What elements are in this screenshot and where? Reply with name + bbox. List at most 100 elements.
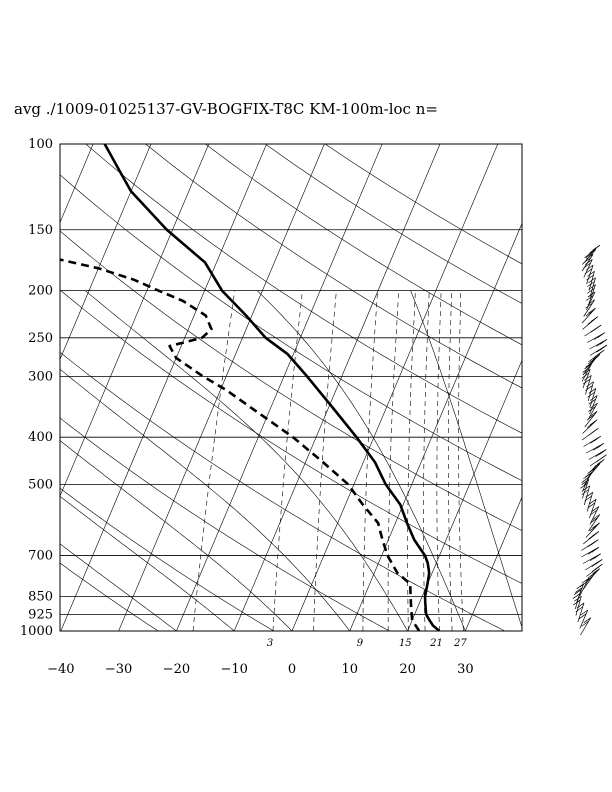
wind-barb-flag [582,367,590,373]
wind-barb-flag [588,548,596,555]
wind-barb-staff [589,339,608,350]
wind-barb-staff [586,291,596,311]
mixing-ratio-line [272,290,303,631]
isotherm [523,144,612,631]
wind-barb-flag [588,307,596,314]
wind-barb-flag [594,334,602,340]
wind-barb-flag [588,533,596,540]
wind-barb-flag [584,268,593,275]
wind-barb-staff [583,485,591,506]
wind-barb-flag [590,402,598,409]
wind-barb-flag [589,555,598,562]
isotherm [176,144,383,631]
wind-barb-staff [582,553,601,564]
wind-barb-flag [589,247,597,254]
wind-barb-flag [585,253,594,260]
mixing-ratio-line [387,290,399,631]
wind-barb-flag [583,257,592,263]
wind-barb-staff [587,381,594,402]
wind-barb-flag [581,489,589,495]
wind-barb-flag [585,302,593,309]
wind-barb-flag [584,495,592,502]
mixing-ratio-label: 15 [399,638,412,649]
isotherm [407,359,522,631]
wind-barb-flag [588,398,596,405]
wind-barb-flag [581,479,589,485]
wind-barb-flag [592,568,600,574]
wind-barb-staff [589,395,598,415]
wind-barb-flag [581,372,590,379]
wind-barb-staff [580,617,591,636]
wind-barb-staff [582,358,596,376]
mixing-ratio-label: 9 [357,638,364,649]
wind-barb-flag [587,572,595,579]
wind-barb-flag [587,270,595,277]
sounding-profiles [60,144,441,631]
wind-barb-staff [579,578,590,597]
wind-barb-flag [588,284,596,290]
wind-barb-flag [584,375,592,381]
pressure-tick-label: 400 [28,430,53,445]
wind-barb-flag [591,561,600,567]
mixing-ratio-label: 27 [453,638,467,649]
isotherm [60,144,152,361]
wind-barb-flag [587,281,595,287]
wind-barb-flag [590,438,598,444]
mixing-ratio-label: 21 [429,638,443,649]
temperature-tick-label: −30 [105,662,132,677]
wind-barb-staff [584,411,598,428]
wind-barb-flag [597,332,606,338]
wind-barb-flag [583,617,591,624]
wind-barb-flag [576,602,585,609]
wind-barb-staff [586,463,601,480]
isotherm [291,144,499,631]
wind-barb-flag [588,249,596,255]
isotherm [60,144,210,497]
wind-barb-flag [593,352,602,358]
wind-barb-flag [581,577,590,584]
wind-barb-flag [585,259,593,265]
dry-adiabat [60,230,522,532]
wind-barb-flag [572,593,581,599]
dry-adiabat [60,351,506,631]
isotherm [233,144,441,631]
mixing-ratio-labels: 3 9 15 21 27 [267,638,468,649]
dry-adiabat [60,562,159,631]
wind-barb-flag [589,525,597,532]
wind-barb-flag [587,414,595,420]
isotherm [465,496,522,631]
wind-barb-flag [585,252,594,258]
wind-barb-flag [587,391,595,398]
pressure-tick-label: 1000 [20,624,53,639]
wind-barb-flag [591,546,600,553]
wind-barb-flag [583,262,591,269]
wind-barb-flag [574,595,582,602]
wind-barb-flag [580,483,588,489]
wind-barb-flag [587,502,596,509]
isotherm [349,222,522,631]
wind-barb-flag [582,485,590,492]
wind-barb-flag [587,430,596,436]
wind-barb-staff [587,332,605,343]
wind-barb-flag [589,410,598,417]
moist-adiabat [60,543,177,631]
temperature-axis: −40 −30 −20 −10 0 10 20 30 [47,662,474,677]
wind-barb-flag [597,459,605,465]
dry-adiabat [324,144,522,265]
dry-adiabat [60,487,274,631]
dry-adiabat [145,144,522,389]
wind-barb-flag [589,509,598,516]
pressure-tick-label: 100 [28,137,53,152]
pressure-tick-label: 200 [28,284,53,299]
plot-frame [59,143,523,632]
temperature-profile [103,144,441,631]
moist-adiabat [60,440,293,631]
wind-barb-flag [575,606,583,613]
dewpoint-profile [60,258,421,631]
wind-barb-flag [587,358,596,365]
wind-barb-flag [585,310,593,317]
dry-adiabat [60,417,390,631]
wind-barb-flag [595,451,603,457]
wind-barb-flag [583,473,591,480]
